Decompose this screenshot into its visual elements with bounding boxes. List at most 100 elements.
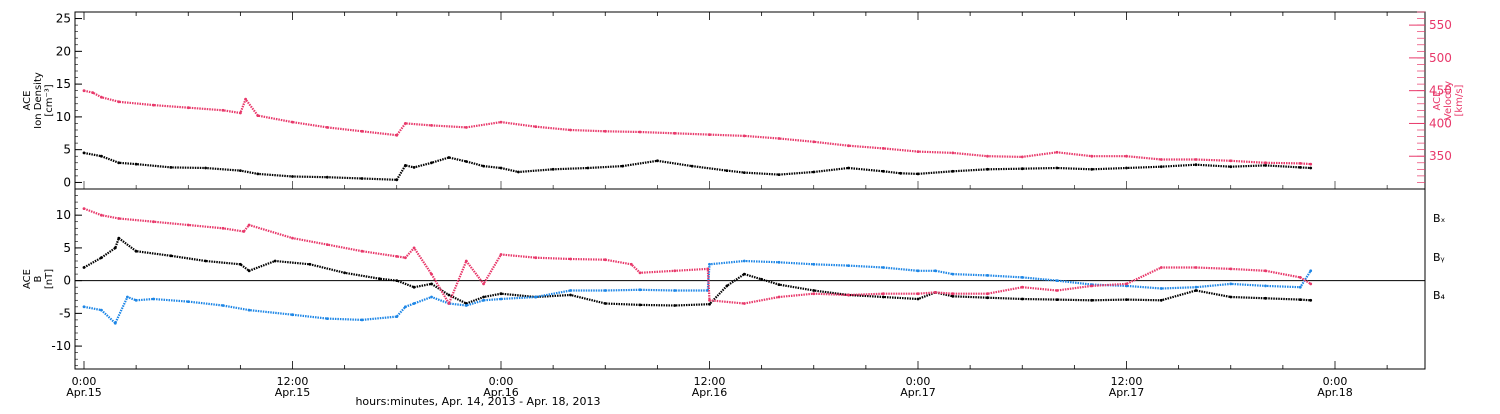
x-tick-label-date: Apr.16 (483, 386, 519, 399)
data-point (247, 308, 251, 312)
data-point (916, 172, 920, 176)
data-point (629, 262, 633, 266)
data-point (256, 114, 260, 117)
data-point (1229, 165, 1233, 169)
data-point (113, 321, 117, 325)
data-point (951, 169, 955, 173)
data-point (360, 177, 364, 180)
data-point (430, 272, 433, 276)
data-point (1090, 154, 1094, 158)
data-point (986, 274, 989, 277)
data-point (812, 292, 816, 296)
data-point (360, 318, 364, 322)
x-tick-label-date: Apr.17 (900, 386, 936, 399)
data-point (482, 295, 485, 299)
y-tick-label: 10 (56, 208, 71, 222)
x-tick-label-time: 0:00 (906, 375, 931, 388)
data-point (742, 171, 746, 175)
data-point (325, 126, 329, 129)
data-point (247, 223, 251, 227)
data-point (308, 262, 312, 266)
data-point (534, 256, 538, 260)
data-point (239, 169, 242, 173)
data-point (534, 125, 538, 129)
data-point (812, 170, 816, 174)
data-point (91, 91, 95, 94)
data-point (186, 300, 190, 303)
data-point (430, 161, 433, 165)
data-point (951, 294, 955, 298)
data-point (673, 131, 677, 135)
data-point (464, 126, 468, 129)
data-point (152, 103, 155, 107)
x-tick-label-date: Apr.15 (66, 386, 102, 399)
data-point (169, 254, 173, 258)
y-tick-label: -5 (59, 306, 71, 320)
data-point (100, 256, 103, 260)
data-point (221, 108, 225, 112)
data-point (82, 89, 86, 93)
data-point (152, 297, 155, 301)
y-tick-label: 10 (56, 110, 71, 124)
data-point (343, 271, 346, 275)
data-point (1309, 298, 1313, 302)
data-point (1264, 269, 1267, 273)
data-point (126, 295, 129, 299)
data-point (881, 266, 885, 269)
data-point (708, 133, 711, 137)
y-tick-label: 5 (63, 143, 71, 157)
data-point (725, 169, 729, 173)
data-point (777, 283, 781, 286)
x-tick-label-time: 12:00 (277, 375, 309, 388)
series-line-right-series (83, 89, 1311, 166)
data-point (1125, 298, 1128, 301)
data-point (186, 223, 190, 227)
data-point (113, 246, 117, 250)
y-axis-label: ACE (22, 269, 33, 289)
data-point (1194, 266, 1198, 269)
x-tick-label-time: 0:00 (72, 375, 97, 388)
data-point (1264, 161, 1267, 165)
data-point (986, 292, 989, 296)
data-point (638, 288, 642, 292)
y-tick-label: 0 (63, 274, 71, 288)
data-point (1298, 298, 1302, 301)
data-point (1298, 166, 1302, 169)
data-point (881, 147, 885, 150)
data-point (847, 264, 850, 267)
series-line-left-series (83, 151, 1311, 181)
data-point (586, 166, 590, 170)
data-point (1264, 296, 1267, 300)
data-point (1194, 289, 1198, 292)
data-point (1159, 165, 1163, 169)
data-point (244, 97, 248, 101)
data-point (117, 236, 121, 240)
data-point (430, 282, 433, 286)
data-point (621, 164, 624, 168)
x-tick-label-date: Apr.17 (1109, 386, 1145, 399)
data-point (916, 297, 920, 301)
legend-entry-bx: Bₓ (1433, 212, 1446, 225)
data-point (430, 124, 433, 127)
data-point (708, 262, 711, 266)
data-point (638, 271, 642, 275)
data-point (499, 292, 503, 296)
data-point (638, 130, 642, 134)
data-point (499, 120, 503, 124)
data-point (378, 277, 381, 281)
data-point (569, 293, 572, 297)
data-point (638, 303, 642, 307)
y-tick-label: 25 (56, 12, 71, 26)
data-point (1055, 150, 1059, 154)
data-point (603, 258, 607, 262)
data-point (742, 259, 746, 263)
data-point (708, 298, 711, 302)
y-tick-label: 20 (56, 44, 71, 58)
y-axis-label: [cm⁻³] (44, 84, 55, 116)
data-point (847, 166, 850, 170)
data-point (777, 295, 781, 299)
data-point (134, 249, 138, 253)
data-point (186, 106, 190, 110)
data-point (1298, 285, 1302, 289)
